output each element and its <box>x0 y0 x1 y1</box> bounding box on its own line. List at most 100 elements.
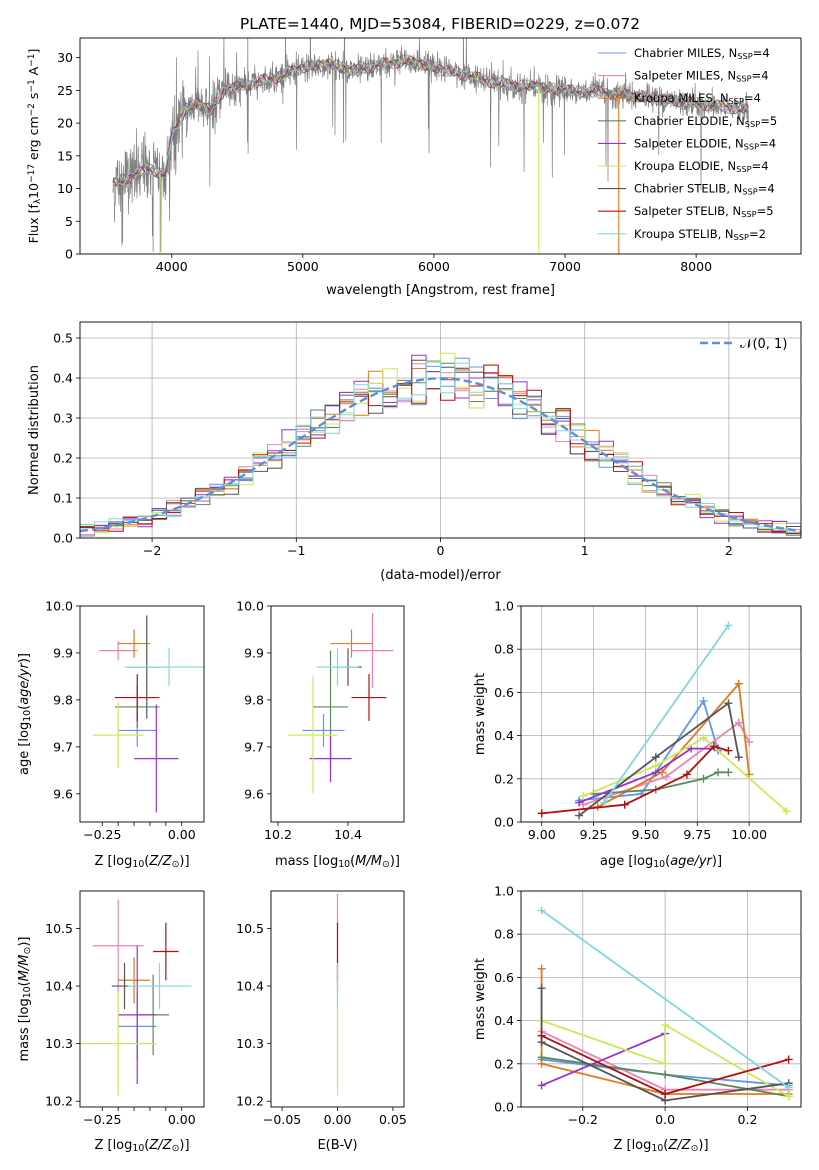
y-tick-label: 0.8 <box>494 927 514 942</box>
plot-area-mass-vs-Z <box>80 899 192 1096</box>
y-tick-label: 0.5 <box>53 331 73 346</box>
y-tick-label: 10 <box>57 181 73 196</box>
y-tick-label: 9.7 <box>244 739 264 754</box>
legend-entry: Salpeter MILES, NSSP=4 <box>634 69 769 84</box>
y-tick-label: 0.4 <box>53 371 73 386</box>
x-tick-label: 6000 <box>418 259 450 274</box>
weight-marker <box>734 718 743 727</box>
x-tick-label: 0.05 <box>379 1112 407 1127</box>
y-tick-label: 0.1 <box>53 491 73 506</box>
plot-area-age-vs-mass <box>288 613 394 794</box>
x-tick-label: 10.4 <box>334 827 362 842</box>
x-tick-label: 9.50 <box>632 827 660 842</box>
weight-marker <box>724 768 733 777</box>
weight-marker <box>699 774 708 783</box>
weight-marker <box>661 1020 670 1029</box>
y-tick-label: 0.2 <box>494 1056 514 1071</box>
y-tick-label: 10.5 <box>45 921 73 936</box>
weight-line <box>579 698 719 802</box>
spectrum-model-line <box>112 54 749 190</box>
x-tick-label: 10.00 <box>731 827 767 842</box>
y-tick-label: 0 <box>65 247 73 262</box>
weight-marker <box>537 1081 546 1090</box>
weight-marker <box>537 906 546 915</box>
y-tick-label: 30 <box>57 50 73 65</box>
weight-marker <box>745 738 754 747</box>
x-tick-label: 8000 <box>680 259 712 274</box>
weight-marker <box>724 746 733 755</box>
weight-marker <box>651 753 660 762</box>
weight-marker <box>537 964 546 973</box>
y-tick-label: 9.6 <box>244 786 264 801</box>
panels: 4000 5000 6000 7000 8000051015202530waveleng… <box>17 37 802 1154</box>
panel-residuals: −2 −1 0 1 2 0.0 0.1 0.2 0.3 0.4 0.5 𝒩(0, 1) (data-mo… <box>27 321 802 583</box>
weight-marker <box>661 1059 670 1068</box>
y-tick-label: 9.9 <box>244 645 264 660</box>
normal-curve <box>80 377 801 533</box>
legend-entry: Kroupa STELIB, NSSP=2 <box>634 227 766 242</box>
weight-marker <box>599 798 608 807</box>
axes-frame <box>520 605 802 823</box>
weight-marker <box>784 1083 793 1092</box>
panel-age-vs-mass: 10.2 10.4 9.6 9.7 9.8 9.9 10.0 mass [log10(M/M⊙… <box>236 599 405 870</box>
x-tick-label: 0.0 <box>655 1112 675 1127</box>
y-tick-label: 0.3 <box>53 411 73 426</box>
weight-marker <box>579 792 588 801</box>
axes-frame <box>79 37 802 255</box>
y-tick-label: 0.4 <box>494 1013 514 1028</box>
y-tick-label: 9.7 <box>53 739 73 754</box>
y-axis-label: mass weight <box>473 673 488 755</box>
y-axis-label: mass weight <box>473 958 488 1040</box>
figure-title: PLATE=1440, MJD=53084, FIBERID=0229, z=0… <box>240 15 640 33</box>
y-tick-label: 10.4 <box>236 979 264 994</box>
weight-marker <box>734 679 743 688</box>
y-tick-label: 15 <box>57 148 73 163</box>
y-tick-label: 0.8 <box>494 642 514 657</box>
panel-mass-vs-Z: −0.25 0.00 10.2 10.3 10.4 10.5 Z [log10(Z/Z⊙)]… <box>17 890 205 1154</box>
y-axis-label: Flux [fλ10−17 erg cm−2 s−1 A−1] <box>26 49 43 244</box>
x-axis-label: wavelength [Angstrom, rest frame] <box>326 283 555 298</box>
y-axis-label: Normed distribution <box>27 365 42 495</box>
y-tick-label: 0.0 <box>494 815 514 830</box>
axes-frame <box>270 890 405 1108</box>
y-tick-label: 10.3 <box>45 1036 73 1051</box>
weight-line <box>597 681 750 808</box>
weight-marker <box>537 809 546 818</box>
weight-marker <box>714 768 723 777</box>
weight-line <box>541 909 790 1089</box>
panel-spectrum: 4000 5000 6000 7000 8000 0 5 10 15 20 25 30 waveleng… <box>26 37 802 298</box>
x-tick-label: −0.25 <box>83 1112 121 1127</box>
weight-line <box>541 1032 666 1087</box>
y-tick-label: 0.6 <box>494 685 514 700</box>
x-tick-label: 1 <box>581 543 589 558</box>
weight-marker <box>724 699 733 708</box>
weight-marker <box>699 697 708 706</box>
x-axis-label: E(B-V) <box>317 1138 357 1153</box>
legend-entry: Salpeter STELIB, NSSP=5 <box>634 204 774 219</box>
weight-marker <box>709 742 718 751</box>
panel-age-vs-Z: −0.25 0.00 9.6 9.7 9.8 9.9 10.0 Z [log10(Z/Z⊙)]… <box>17 599 205 870</box>
y-tick-label: 0.6 <box>494 970 514 985</box>
plot-area-age-vs-Z <box>92 615 204 813</box>
x-axis-label: (data-model)/error <box>380 568 501 583</box>
y-tick-label: 10.4 <box>45 979 73 994</box>
legend-entry: 𝒩(0, 1) <box>740 337 787 352</box>
weight-marker <box>575 798 584 807</box>
axes-frame <box>520 890 802 1108</box>
panel-weight-vs-Z: −0.2 0.0 0.2 0.0 0.2 0.4 0.6 0.8 1.0 Z [log10(Z/Z… <box>473 884 802 1154</box>
weight-marker <box>724 621 733 630</box>
y-tick-label: 9.6 <box>53 786 73 801</box>
weight-marker <box>651 761 660 770</box>
x-tick-label: 7000 <box>549 259 581 274</box>
y-tick-label: 10.3 <box>236 1036 264 1051</box>
x-tick-label: 5000 <box>287 259 319 274</box>
legend-entry: Chabrier STELIB, NSSP=4 <box>634 182 775 197</box>
x-tick-label: 0.2 <box>738 1112 758 1127</box>
weight-marker <box>699 733 708 742</box>
weight-marker <box>579 800 588 809</box>
legend-entry: Kroupa ELODIE, NSSP=4 <box>634 159 769 174</box>
weight-marker <box>661 1090 670 1099</box>
x-tick-label: −0.25 <box>83 827 121 842</box>
weight-line <box>541 1019 790 1097</box>
